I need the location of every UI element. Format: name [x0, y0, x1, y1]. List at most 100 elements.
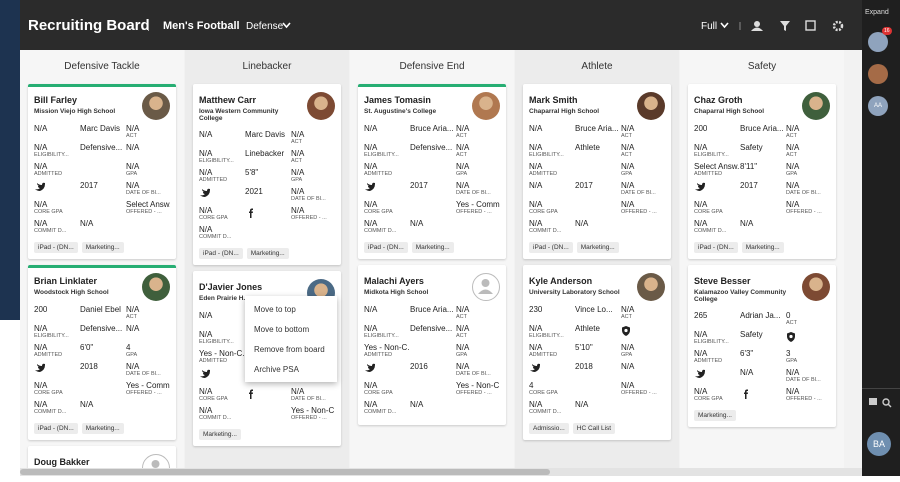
field-value: N/A	[126, 162, 140, 171]
field	[245, 206, 291, 225]
tag[interactable]: iPad - (DN...	[199, 248, 243, 259]
player-name[interactable]: Malachi Ayers	[364, 276, 424, 286]
tag[interactable]: iPad - (DN...	[529, 242, 573, 253]
player-name[interactable]: James Tomasin	[364, 95, 431, 105]
player-card[interactable]: Steve Besser Kalamazoo Valley Community C…	[688, 265, 836, 427]
field: N/A ACT	[126, 305, 170, 324]
field: N/A COMMIT D...	[694, 219, 740, 238]
tag[interactable]: iPad - (DN...	[34, 423, 78, 434]
field-value: N/A	[575, 219, 589, 228]
player-card[interactable]: Brian Linklater Woodstock High School 200 D…	[28, 265, 176, 440]
facebook-icon[interactable]	[245, 388, 256, 400]
player-card[interactable]: Mark Smith Chaparral High School N/A Bruce …	[523, 84, 671, 259]
school: Eden Prairie H...	[199, 295, 249, 302]
player-name[interactable]: Kyle Anderson	[529, 276, 593, 286]
player-name[interactable]: Brian Linklater	[34, 276, 98, 286]
twitter-icon[interactable]	[694, 182, 706, 194]
facebook-icon[interactable]	[740, 388, 751, 400]
player-name[interactable]: Chaz Groth	[694, 95, 743, 105]
player-card[interactable]: Bill Farley Mission Viejo High School N/A M…	[28, 84, 176, 259]
toolbar-icons[interactable]	[738, 18, 848, 34]
scroll-thumb[interactable]	[20, 469, 550, 475]
field-label: ACT	[621, 314, 632, 320]
field: 2017	[80, 181, 126, 200]
shield-icon[interactable]	[621, 325, 632, 337]
player-name[interactable]: Doug Bakker	[34, 457, 90, 467]
player-name[interactable]: D'Javier Jones	[199, 282, 263, 292]
context-menu: Move to top Move to bottom Remove from boa…	[245, 296, 337, 382]
player-card[interactable]: Doug Bakker	[28, 446, 176, 468]
tag[interactable]: iPad - (DN...	[364, 242, 408, 253]
tag[interactable]: Admissio...	[529, 423, 569, 434]
twitter-icon[interactable]	[34, 363, 46, 375]
player-name[interactable]: Mark Smith	[529, 95, 578, 105]
field	[245, 387, 291, 406]
tag[interactable]: HC Call List	[572, 423, 616, 434]
player-name[interactable]: Bill Farley	[34, 95, 78, 105]
field: N/A DATE OF BI...	[126, 362, 170, 381]
player-card[interactable]: Malachi Ayers Midkota High School N/A Bruce…	[358, 265, 506, 425]
field	[126, 219, 170, 238]
player-name[interactable]: Matthew Carr	[199, 95, 257, 105]
field-label: COMMIT D...	[364, 228, 397, 234]
field-label: CORE GPA	[199, 396, 228, 402]
menu-item[interactable]: Archive PSA	[254, 365, 299, 374]
twitter-icon[interactable]	[529, 363, 541, 375]
twitter-icon[interactable]	[34, 182, 46, 194]
tag[interactable]: Marketing...	[246, 248, 289, 259]
player-card[interactable]: Kyle Anderson University Laboratory Schoo…	[523, 265, 671, 440]
tag[interactable]: Marketing...	[694, 410, 736, 421]
twitter-icon[interactable]	[694, 369, 706, 381]
twitter-icon[interactable]	[364, 363, 376, 375]
field-value: N/A	[621, 343, 635, 352]
field-label: ACT	[456, 333, 467, 339]
menu-item[interactable]: Move to top	[254, 305, 296, 314]
tag[interactable]: Marketing...	[576, 242, 619, 253]
twitter-icon[interactable]	[364, 182, 376, 194]
field-value: N/A	[126, 324, 140, 333]
expand[interactable]: Expand	[865, 9, 889, 16]
field-value: N/A	[291, 130, 305, 139]
mode-select[interactable]: Full	[701, 21, 718, 32]
field-value: N/A	[621, 200, 635, 209]
tag[interactable]: Marketing...	[411, 242, 454, 253]
field	[199, 187, 245, 206]
avatar[interactable]	[868, 64, 888, 84]
tag[interactable]: Marketing...	[741, 242, 784, 253]
avatar[interactable]: AA	[868, 96, 888, 116]
field-value: Safety	[740, 330, 763, 339]
player-card[interactable]: Matthew Carr Iowa Western Community Colle…	[193, 84, 341, 265]
field-grid: N/A Bruce Aria... N/A ACT N/A ELIGIBILITY... D…	[364, 124, 500, 238]
user-avatar[interactable]: BA	[867, 432, 891, 456]
player-card[interactable]: Chaz Groth Chaparral High School 200 Bruce …	[688, 84, 836, 259]
sport[interactable]: Men's Football	[163, 20, 240, 32]
field-value: N/A	[786, 368, 800, 377]
field	[245, 225, 291, 244]
menu-item[interactable]: Remove from board	[254, 345, 325, 354]
field-value: Bruce Aria...	[740, 124, 784, 133]
tag[interactable]: Marketing...	[199, 429, 241, 440]
tag[interactable]: iPad - (DN...	[34, 242, 78, 253]
tag[interactable]: Marketing...	[81, 423, 124, 434]
field: 2018	[575, 362, 621, 381]
field-value: N/A	[199, 406, 213, 415]
player-card[interactable]: James Tomasin St. Augustine's College N/A B…	[358, 84, 506, 259]
field: N/A ACT	[456, 305, 500, 324]
twitter-icon[interactable]	[199, 369, 211, 381]
field-value: N/A	[34, 381, 48, 390]
facebook-icon[interactable]	[245, 207, 256, 219]
field-value: N/A	[786, 143, 800, 152]
shield-icon[interactable]	[786, 331, 797, 343]
menu-item[interactable]: Move to bottom	[254, 325, 310, 334]
view-select[interactable]: Defense	[246, 21, 284, 32]
tag[interactable]: Marketing...	[81, 242, 124, 253]
school: Chaparral High School	[529, 108, 600, 115]
scrollbar[interactable]	[20, 468, 862, 476]
field	[364, 362, 410, 381]
twitter-icon[interactable]	[199, 188, 211, 200]
tag[interactable]: iPad - (DN...	[694, 242, 738, 253]
avatar[interactable]	[868, 32, 888, 52]
field-grid: N/A Marc Davis N/A ACT N/A ELIGIBILITY... Defe…	[34, 124, 170, 238]
sidebar-icons[interactable]	[869, 397, 893, 409]
player-name[interactable]: Steve Besser	[694, 276, 751, 286]
